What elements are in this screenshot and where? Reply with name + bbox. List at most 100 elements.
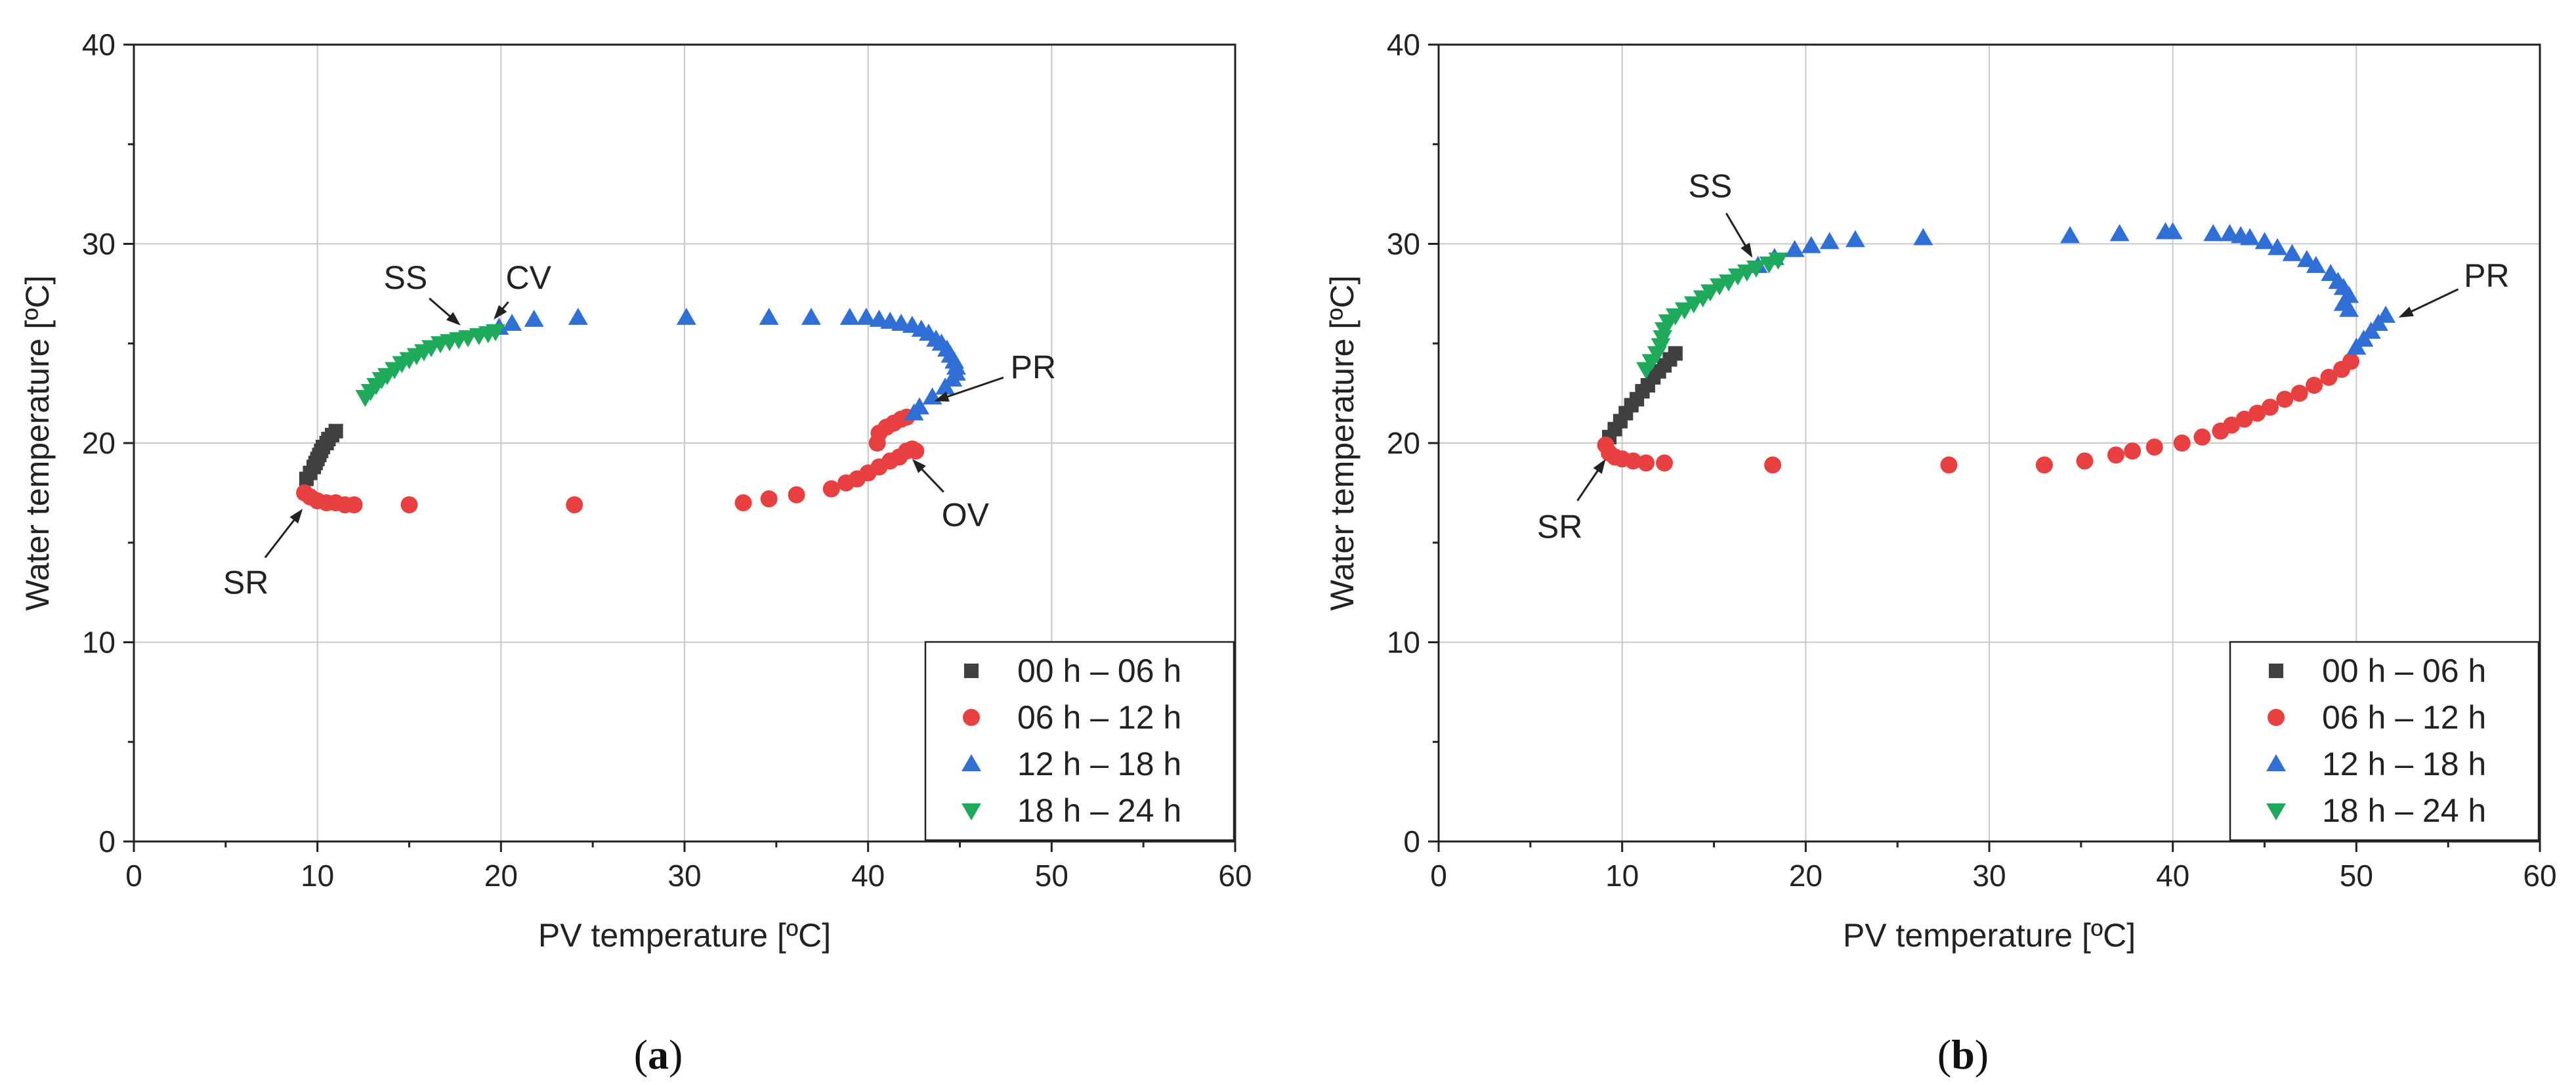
data-point (907, 442, 925, 460)
data-point (1700, 284, 1720, 302)
annotation-ss: SS (1689, 167, 1753, 258)
x-tick-label: 40 (851, 859, 885, 893)
data-point (2249, 404, 2266, 422)
data-point (1668, 346, 1683, 361)
annotation-arrow-line (429, 297, 455, 320)
data-point (2223, 416, 2241, 434)
annotation-arrow-head (1741, 242, 1753, 258)
data-point (1768, 252, 1788, 270)
data-point (839, 307, 860, 325)
legend-marker (2268, 663, 2284, 679)
x-axis-title: PV temperature [ºC] (538, 917, 831, 954)
legend-marker (963, 663, 979, 679)
y-axis-title: Water temperature [ºC] (19, 275, 56, 610)
x-tick-label: 40 (2156, 859, 2189, 893)
data-point (2109, 224, 2130, 242)
legend-marker (961, 803, 981, 820)
data-point (1651, 338, 1671, 356)
annotation-arrow-line (264, 515, 298, 559)
annotation-arrow-head (446, 312, 461, 326)
panel-a: 0 10 20 30 40 50 60 0 10 20 30 40 PV temperature [ºC… (19, 28, 1252, 1078)
data-point (1913, 228, 1933, 245)
annotation-arrow-line (918, 465, 944, 493)
annotation-label: SR (1537, 508, 1582, 545)
legend-marker (2266, 754, 2286, 772)
x-tick-label: 30 (1972, 859, 2006, 893)
series-circle (296, 408, 925, 514)
legend-label: 18 h – 24 h (2322, 792, 2486, 829)
data-point (2306, 255, 2326, 273)
series-circle (1597, 352, 2359, 474)
data-point (856, 307, 876, 325)
legend: 00 h – 06 h 06 h – 12 h 12 h – 18 h 18 h – … (924, 641, 1235, 841)
y-tick-label: 40 (82, 28, 116, 62)
data-point (1665, 308, 1685, 326)
annotation-label: SS (384, 259, 428, 296)
annotation-label: SR (223, 564, 268, 601)
panel-b: 0 10 20 30 40 50 60 0 10 20 30 40 PV temperature [ºC… (1324, 28, 2557, 1078)
annotation-arrow-line (2406, 288, 2459, 315)
legend-label: 00 h – 06 h (2322, 652, 2486, 689)
data-point (1801, 236, 1821, 253)
annotation-arrow-head (1593, 459, 1606, 474)
legend-label: 00 h – 06 h (1017, 652, 1181, 689)
data-point (822, 480, 840, 498)
y-axis-title: Water temperature [ºC] (1324, 275, 1361, 610)
data-point (801, 307, 821, 325)
series-triangle-down (1636, 252, 1788, 379)
data-point (904, 403, 924, 421)
data-point (1683, 296, 1704, 314)
data-point (1819, 232, 1840, 249)
legend-label: 06 h – 12 h (1017, 699, 1181, 736)
annotation-cv: CV (494, 259, 552, 320)
data-point (2296, 249, 2317, 267)
x-tick-label: 20 (1789, 859, 1823, 893)
annotation-label: PR (1011, 349, 1056, 386)
data-point (2254, 232, 2275, 249)
series-square (299, 423, 343, 486)
x-tick-label: 50 (1035, 859, 1068, 893)
data-point (2235, 410, 2253, 428)
data-point (2107, 446, 2124, 464)
legend-marker (961, 754, 981, 772)
data-point (2240, 228, 2260, 245)
data-point (1763, 456, 1781, 474)
data-point (1624, 452, 1642, 470)
x-tick-label: 50 (2340, 859, 2373, 893)
data-point (1845, 230, 1865, 247)
y-tick-label: 20 (1387, 426, 1420, 460)
x-tick-label: 10 (1605, 859, 1639, 893)
annotation-label: CV (506, 259, 552, 296)
data-point (2320, 368, 2338, 386)
data-point (759, 307, 779, 325)
annotation-arrow-head (494, 305, 507, 320)
x-tick-label: 20 (484, 859, 518, 893)
x-tick-label: 10 (301, 859, 334, 893)
data-point (1718, 274, 1739, 292)
data-point (2291, 385, 2308, 402)
data-point (485, 324, 505, 341)
y-tick-label: 20 (82, 426, 116, 460)
annotation-arrow-line (942, 376, 1004, 400)
annotation-label: SS (1689, 167, 1733, 204)
data-point (676, 307, 696, 325)
series-triangle-up (1748, 222, 2396, 355)
x-tick-label: 0 (125, 859, 142, 893)
data-point (2203, 224, 2224, 242)
legend: 00 h – 06 h 06 h – 12 h 12 h – 18 h 18 h – … (2229, 641, 2540, 841)
legend-label: 12 h – 18 h (2322, 746, 2486, 782)
legend-marker (963, 709, 980, 726)
annotation-ss: SS (384, 259, 461, 326)
data-point (2035, 456, 2053, 474)
y-tick-label: 10 (82, 626, 116, 660)
data-point (2306, 376, 2323, 394)
y-tick-label: 0 (1403, 824, 1420, 859)
x-axis-title: PV temperature [ºC] (1843, 917, 2136, 954)
data-point (788, 486, 805, 503)
x-tick-label: 0 (1430, 859, 1447, 893)
data-point (2282, 244, 2302, 261)
annotation-sr: SR (1537, 459, 1606, 545)
data-point (1940, 456, 1958, 474)
data-point (400, 496, 418, 514)
data-point (2173, 435, 2191, 452)
